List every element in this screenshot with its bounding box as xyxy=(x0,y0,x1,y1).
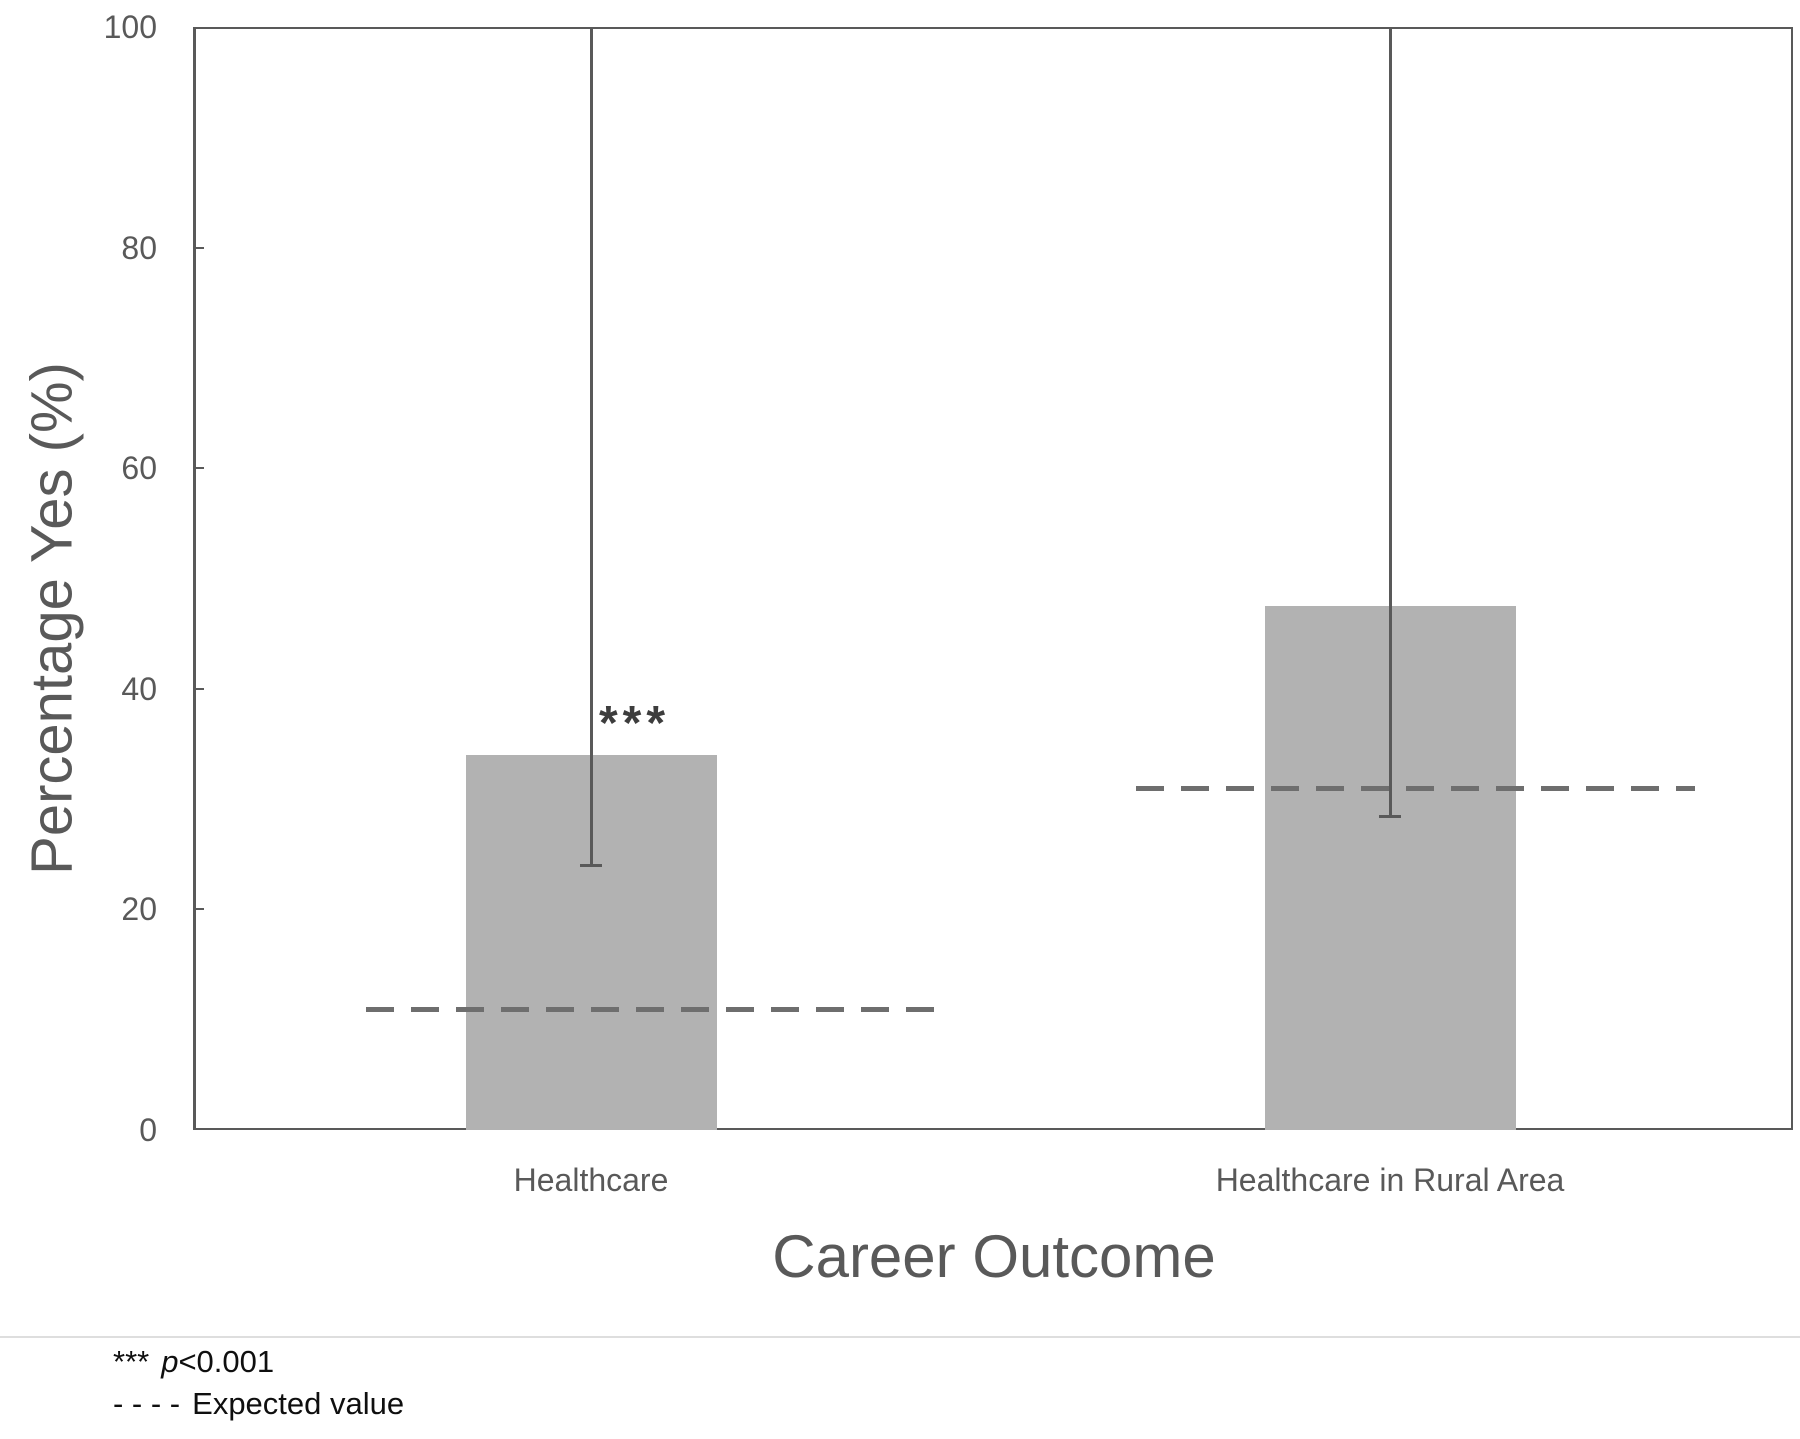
x-axis-title: Career Outcome xyxy=(772,1223,1216,1290)
footnote-sig-p: p xyxy=(161,1344,179,1379)
plot-area xyxy=(193,27,1793,1130)
significance-marker: *** xyxy=(599,697,671,750)
footnote-expected-value: - - - - Expected value xyxy=(113,1386,404,1422)
expected-value-line-healthcare-in-rural-area xyxy=(1136,786,1695,792)
x-category-label-healthcare: Healthcare xyxy=(513,1162,669,1198)
y-tick-label-40: 40 xyxy=(121,670,157,707)
footnote-sig-stars: *** xyxy=(113,1344,150,1379)
error-bar-healthcare-in-rural-area xyxy=(1389,27,1392,816)
expected-value-line-healthcare xyxy=(366,1006,938,1012)
y-tick-mark-20 xyxy=(193,908,204,911)
y-tick-mark-40 xyxy=(193,687,204,690)
y-tick-label-60: 60 xyxy=(121,450,157,487)
y-tick-mark-60 xyxy=(193,467,204,470)
y-tick-label-100: 100 xyxy=(103,9,157,45)
footer-divider xyxy=(0,1336,1800,1338)
y-tick-mark-80 xyxy=(193,246,204,249)
y-axis-title: Percentage Yes (%) xyxy=(19,362,85,875)
y-tick-label-0: 0 xyxy=(139,1112,157,1148)
y-tick-label-80: 80 xyxy=(121,229,157,266)
y-tick-label-20: 20 xyxy=(121,891,157,928)
footnote-significance: *** p<0.001 xyxy=(113,1344,274,1380)
error-bar-healthcare xyxy=(590,27,593,866)
footnote-expected-label: Expected value xyxy=(192,1386,405,1421)
x-category-label-healthcare-in-rural-area: Healthcare in Rural Area xyxy=(1215,1162,1565,1198)
expected-line-sample: - - - - xyxy=(113,1386,181,1421)
footnote-sig-threshold: <0.001 xyxy=(178,1344,275,1379)
error-bar-cap-healthcare-in-rural-area xyxy=(1379,814,1401,818)
error-bar-cap-healthcare xyxy=(580,864,602,868)
